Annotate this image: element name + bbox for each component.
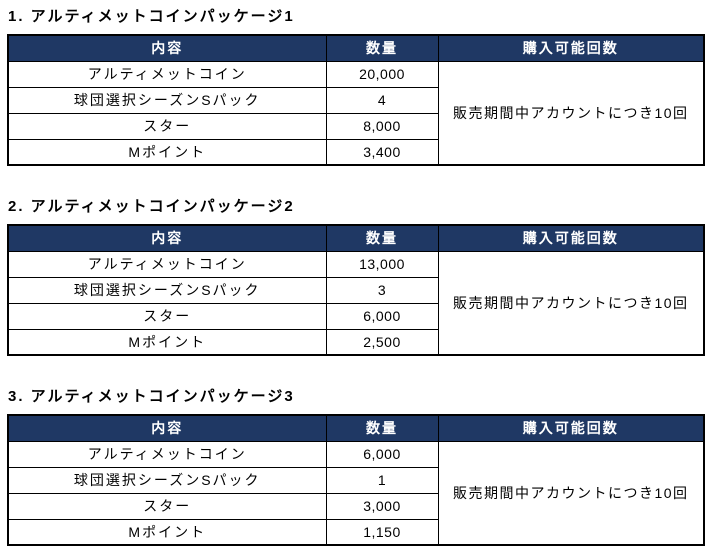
item-quantity: 3 (325, 276, 439, 304)
item-quantity: 13,000 (325, 250, 439, 278)
item-name: スター (7, 112, 327, 140)
table-row: 球団選択シーズンSパック 3 (7, 276, 704, 304)
table-row: 球団選択シーズンSパック 4 (7, 86, 704, 114)
purchase-limit-cell: 販売期間中アカウントにつき10回 (437, 250, 705, 356)
item-quantity: 3,400 (325, 138, 439, 166)
package-table-1: 内容 数量 購入可能回数 アルティメットコイン 20,000 販売期間中アカウン… (7, 34, 705, 166)
column-header-purchase-limit: 購入可能回数 (437, 414, 705, 442)
package-section-3: 3. アルティメットコインパッケージ3 内容 数量 購入可能回数 アルティメット… (7, 385, 705, 546)
table-header-row: 内容 数量 購入可能回数 (7, 224, 705, 252)
table-row: アルティメットコイン 13,000 販売期間中アカウントにつき10回 (7, 250, 705, 356)
table-row: Mポイント 2,500 (7, 328, 704, 356)
column-header-content: 内容 (7, 34, 327, 62)
item-quantity: 2,500 (325, 328, 439, 356)
section-heading: 2. アルティメットコインパッケージ2 (8, 198, 295, 215)
column-header-purchase-limit: 購入可能回数 (437, 224, 705, 252)
table-row: アルティメットコイン 6,000 販売期間中アカウントにつき10回 (7, 440, 705, 546)
table-row: Mポイント 3,400 (7, 138, 704, 166)
item-quantity: 6,000 (325, 302, 439, 330)
package-table-2: 内容 数量 購入可能回数 アルティメットコイン 13,000 販売期間中アカウン… (7, 224, 705, 356)
item-name: 球団選択シーズンSパック (7, 466, 327, 494)
item-name: スター (7, 492, 327, 520)
package-section-2: 2. アルティメットコインパッケージ2 内容 数量 購入可能回数 アルティメット… (7, 195, 705, 356)
item-name: アルティメットコイン (7, 250, 327, 278)
item-quantity: 1,150 (325, 518, 439, 546)
item-quantity: 3,000 (325, 492, 439, 520)
package-table-3: 内容 数量 購入可能回数 アルティメットコイン 6,000 販売期間中アカウント… (7, 414, 705, 546)
column-header-quantity: 数量 (325, 34, 439, 62)
item-quantity: 20,000 (325, 60, 439, 88)
column-header-quantity: 数量 (325, 224, 439, 252)
item-name: Mポイント (7, 518, 327, 546)
column-header-purchase-limit: 購入可能回数 (437, 34, 705, 62)
item-name: アルティメットコイン (7, 440, 327, 468)
item-quantity: 8,000 (325, 112, 439, 140)
item-name: Mポイント (7, 138, 327, 166)
table-row: スター 3,000 (7, 492, 704, 520)
table-row: アルティメットコイン 20,000 販売期間中アカウントにつき10回 (7, 60, 705, 166)
item-quantity: 4 (325, 86, 439, 114)
package-section-1: 1. アルティメットコインパッケージ1 内容 数量 購入可能回数 アルティメット… (7, 5, 705, 166)
section-heading: 3. アルティメットコインパッケージ3 (8, 388, 295, 405)
table-row: スター 6,000 (7, 302, 704, 330)
item-name: アルティメットコイン (7, 60, 327, 88)
item-quantity: 6,000 (325, 440, 439, 468)
item-name: Mポイント (7, 328, 327, 356)
item-name: 球団選択シーズンSパック (7, 86, 327, 114)
column-header-content: 内容 (7, 224, 327, 252)
item-name: 球団選択シーズンSパック (7, 276, 327, 304)
item-name: スター (7, 302, 327, 330)
table-header-row: 内容 数量 購入可能回数 (7, 34, 705, 62)
purchase-limit-cell: 販売期間中アカウントにつき10回 (437, 440, 705, 546)
table-header-row: 内容 数量 購入可能回数 (7, 414, 705, 442)
table-row: Mポイント 1,150 (7, 518, 704, 546)
column-header-quantity: 数量 (325, 414, 439, 442)
purchase-limit-cell: 販売期間中アカウントにつき10回 (437, 60, 705, 166)
section-heading: 1. アルティメットコインパッケージ1 (8, 8, 295, 25)
column-header-content: 内容 (7, 414, 327, 442)
item-quantity: 1 (325, 466, 439, 494)
